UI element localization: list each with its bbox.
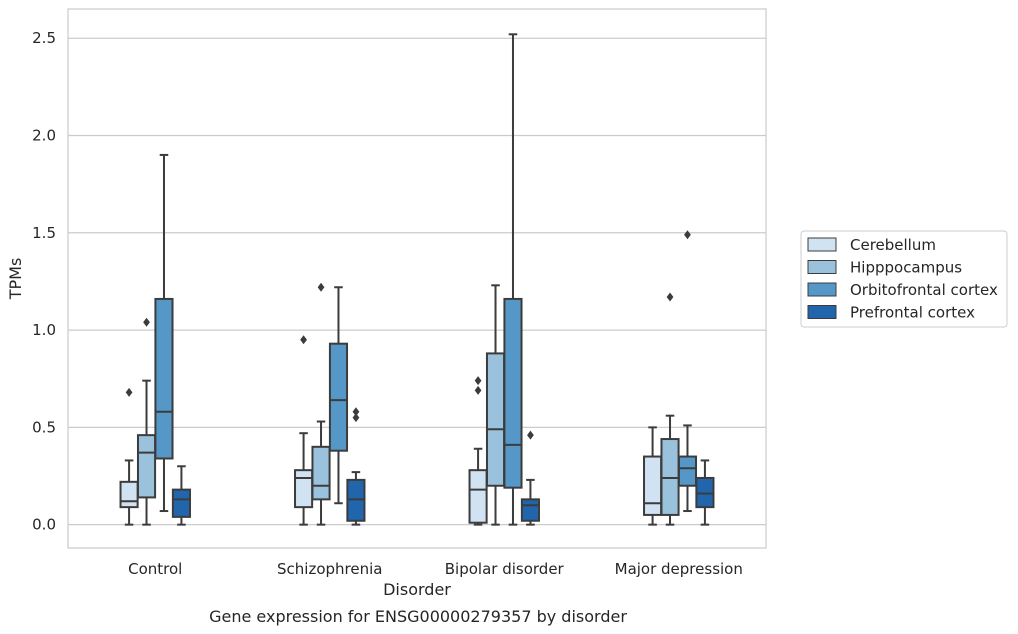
outlier-point (527, 430, 534, 440)
box-body (328, 342, 349, 452)
box-1-0 (136, 317, 157, 526)
outlier-point (143, 317, 150, 327)
box-2-3 (677, 230, 698, 513)
outlier-point (317, 282, 325, 292)
legend: Cerebellum Hipppocampus Orbitofrontal cort… (800, 230, 1008, 328)
box-body (485, 352, 506, 487)
box-2-0 (154, 153, 174, 513)
box-1-3 (660, 292, 680, 526)
box-3-3 (695, 459, 715, 526)
legend-frame (800, 230, 1008, 328)
box-2-1 (328, 286, 349, 505)
box-body (677, 455, 698, 487)
box-0-1 (294, 335, 314, 526)
outlier-point (474, 385, 482, 395)
box-body (520, 498, 540, 522)
box-0-3 (643, 426, 663, 526)
legend-swatch (807, 260, 837, 274)
y-axis-label: TPMs (6, 258, 25, 301)
box-2-2 (503, 33, 523, 526)
box-body (154, 297, 174, 460)
box-3-1 (346, 407, 366, 526)
x-tick-label: Control (128, 560, 182, 578)
box-0-0 (119, 387, 139, 526)
figure-caption: Gene expression for ENSG00000279357 by d… (209, 607, 627, 626)
legend-swatch (807, 282, 837, 297)
y-tick-label: 2.0 (32, 126, 56, 144)
box-3-2 (520, 430, 540, 526)
legend-label: Orbitofrontal cortex (850, 281, 998, 299)
plot-frame (67, 8, 767, 549)
outlier-point (125, 387, 133, 397)
box-0-2 (468, 376, 488, 526)
box-body (136, 434, 157, 499)
outlier-point (352, 407, 360, 417)
box-1-1 (311, 282, 331, 526)
y-tick-label: 2.5 (32, 29, 56, 47)
legend-swatch (807, 237, 837, 252)
legend-label: Cerebellum (850, 236, 936, 254)
box-body (311, 445, 331, 501)
box-body (294, 469, 314, 509)
outlier-point (474, 376, 482, 386)
y-tick-label: 0.0 (32, 516, 56, 534)
x-axis-ticks: Control Schizophrenia Bipolar disorder Majo… (128, 560, 743, 578)
legend-swatch (807, 305, 837, 319)
legend-label: Hipppocampus (850, 259, 962, 277)
box-groups (119, 33, 715, 526)
box-1-2 (485, 284, 506, 526)
y-tick-label: 0.5 (32, 418, 56, 436)
box-body (503, 297, 523, 489)
outlier-point (684, 230, 691, 240)
y-tick-label: 1.0 (32, 321, 56, 339)
x-axis-label: Disorder (383, 580, 451, 599)
legend-label: Prefrontal cortex (850, 304, 975, 322)
x-tick-label: Schizophrenia (277, 560, 382, 578)
x-tick-label: Major depression (615, 560, 743, 578)
outlier-point (352, 413, 360, 423)
box-body (119, 480, 139, 509)
y-tick-label: 1.5 (32, 224, 56, 242)
box-body (171, 488, 191, 518)
x-tick-label: Bipolar disorder (445, 560, 565, 578)
box-body (643, 455, 663, 516)
outlier-point (666, 292, 674, 302)
box-body (468, 469, 488, 524)
y-axis-ticks: 0.0 0.5 1.0 1.5 2.0 2.5 (32, 29, 56, 533)
box-3-0 (171, 465, 191, 526)
outlier-point (300, 335, 307, 345)
